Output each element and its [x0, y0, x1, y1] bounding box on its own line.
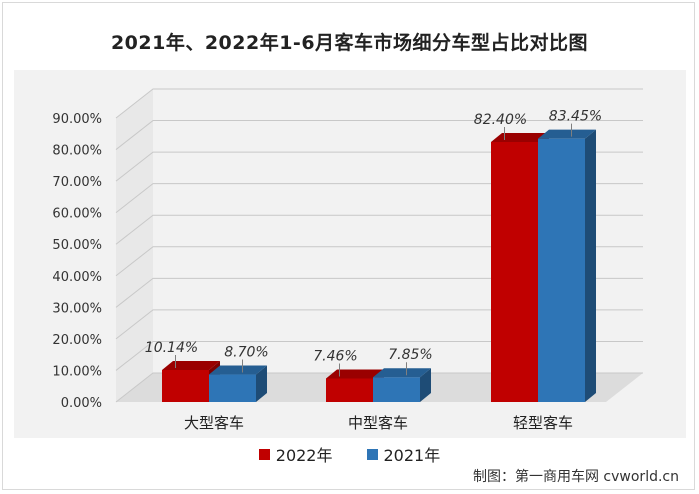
- legend-label-2022: 2022年: [275, 446, 333, 465]
- y-tick-label: 0.00%: [61, 396, 102, 411]
- gridline: [115, 120, 643, 150]
- bar-top: [538, 129, 596, 139]
- bar: [491, 141, 538, 402]
- legend-label-2021: 2021年: [383, 446, 441, 465]
- gridline: [115, 246, 643, 277]
- legend-item-2022: 2022年: [258, 442, 333, 466]
- bar: [538, 138, 585, 402]
- bar-side: [256, 365, 267, 402]
- bar: [162, 370, 209, 402]
- y-tick-label: 60.00%: [52, 207, 102, 222]
- bar-side: [420, 368, 431, 402]
- legend-item-2021: 2021年: [366, 442, 441, 466]
- bar: [209, 374, 256, 402]
- data-label: 8.70%: [224, 345, 268, 361]
- bar-top: [373, 368, 431, 378]
- data-label: 10.14%: [145, 340, 198, 356]
- gridline: [115, 309, 643, 340]
- data-label: 7.85%: [388, 347, 432, 363]
- y-tick-label: 70.00%: [52, 175, 102, 190]
- gridline: [115, 183, 643, 214]
- y-tick-label: 20.00%: [52, 333, 102, 348]
- gridline: [115, 88, 643, 119]
- side-wall: [116, 89, 153, 402]
- legend-swatch-2021: [366, 448, 378, 460]
- data-label: 7.46%: [313, 348, 357, 364]
- bar-top: [209, 365, 267, 375]
- chart-title: 2021年、2022年1-6月客车市场细分车型占比对比图: [110, 32, 589, 54]
- bar: [373, 377, 420, 402]
- data-label: 82.40%: [474, 112, 527, 128]
- gridline: [115, 214, 643, 245]
- y-tick-label: 80.00%: [52, 144, 102, 159]
- legend: 2022年 2021年: [0, 443, 699, 465]
- bar-top: [491, 132, 549, 142]
- x-tick-label: 轻型客车: [513, 414, 573, 432]
- y-tick-label: 10.00%: [52, 364, 102, 379]
- gridline: [115, 277, 643, 308]
- bar: [326, 378, 373, 402]
- y-tick-label: 40.00%: [52, 270, 102, 285]
- x-tick-label: 大型客车: [184, 414, 244, 432]
- y-tick-label: 50.00%: [52, 238, 102, 253]
- bar-top: [162, 361, 220, 371]
- bar-top: [326, 369, 384, 379]
- x-tick-label: 中型客车: [348, 414, 408, 432]
- legend-swatch-2022: [258, 448, 270, 460]
- gridline: [115, 151, 643, 182]
- y-tick-label: 30.00%: [52, 301, 102, 316]
- credit-text: 制图：第一商用车网 cvworld.cn: [472, 469, 679, 485]
- gridline: [115, 372, 643, 403]
- y-tick-label: 90.00%: [52, 112, 102, 127]
- bar-side: [585, 129, 596, 402]
- data-label: 83.45%: [549, 109, 602, 125]
- gridline: [115, 340, 643, 371]
